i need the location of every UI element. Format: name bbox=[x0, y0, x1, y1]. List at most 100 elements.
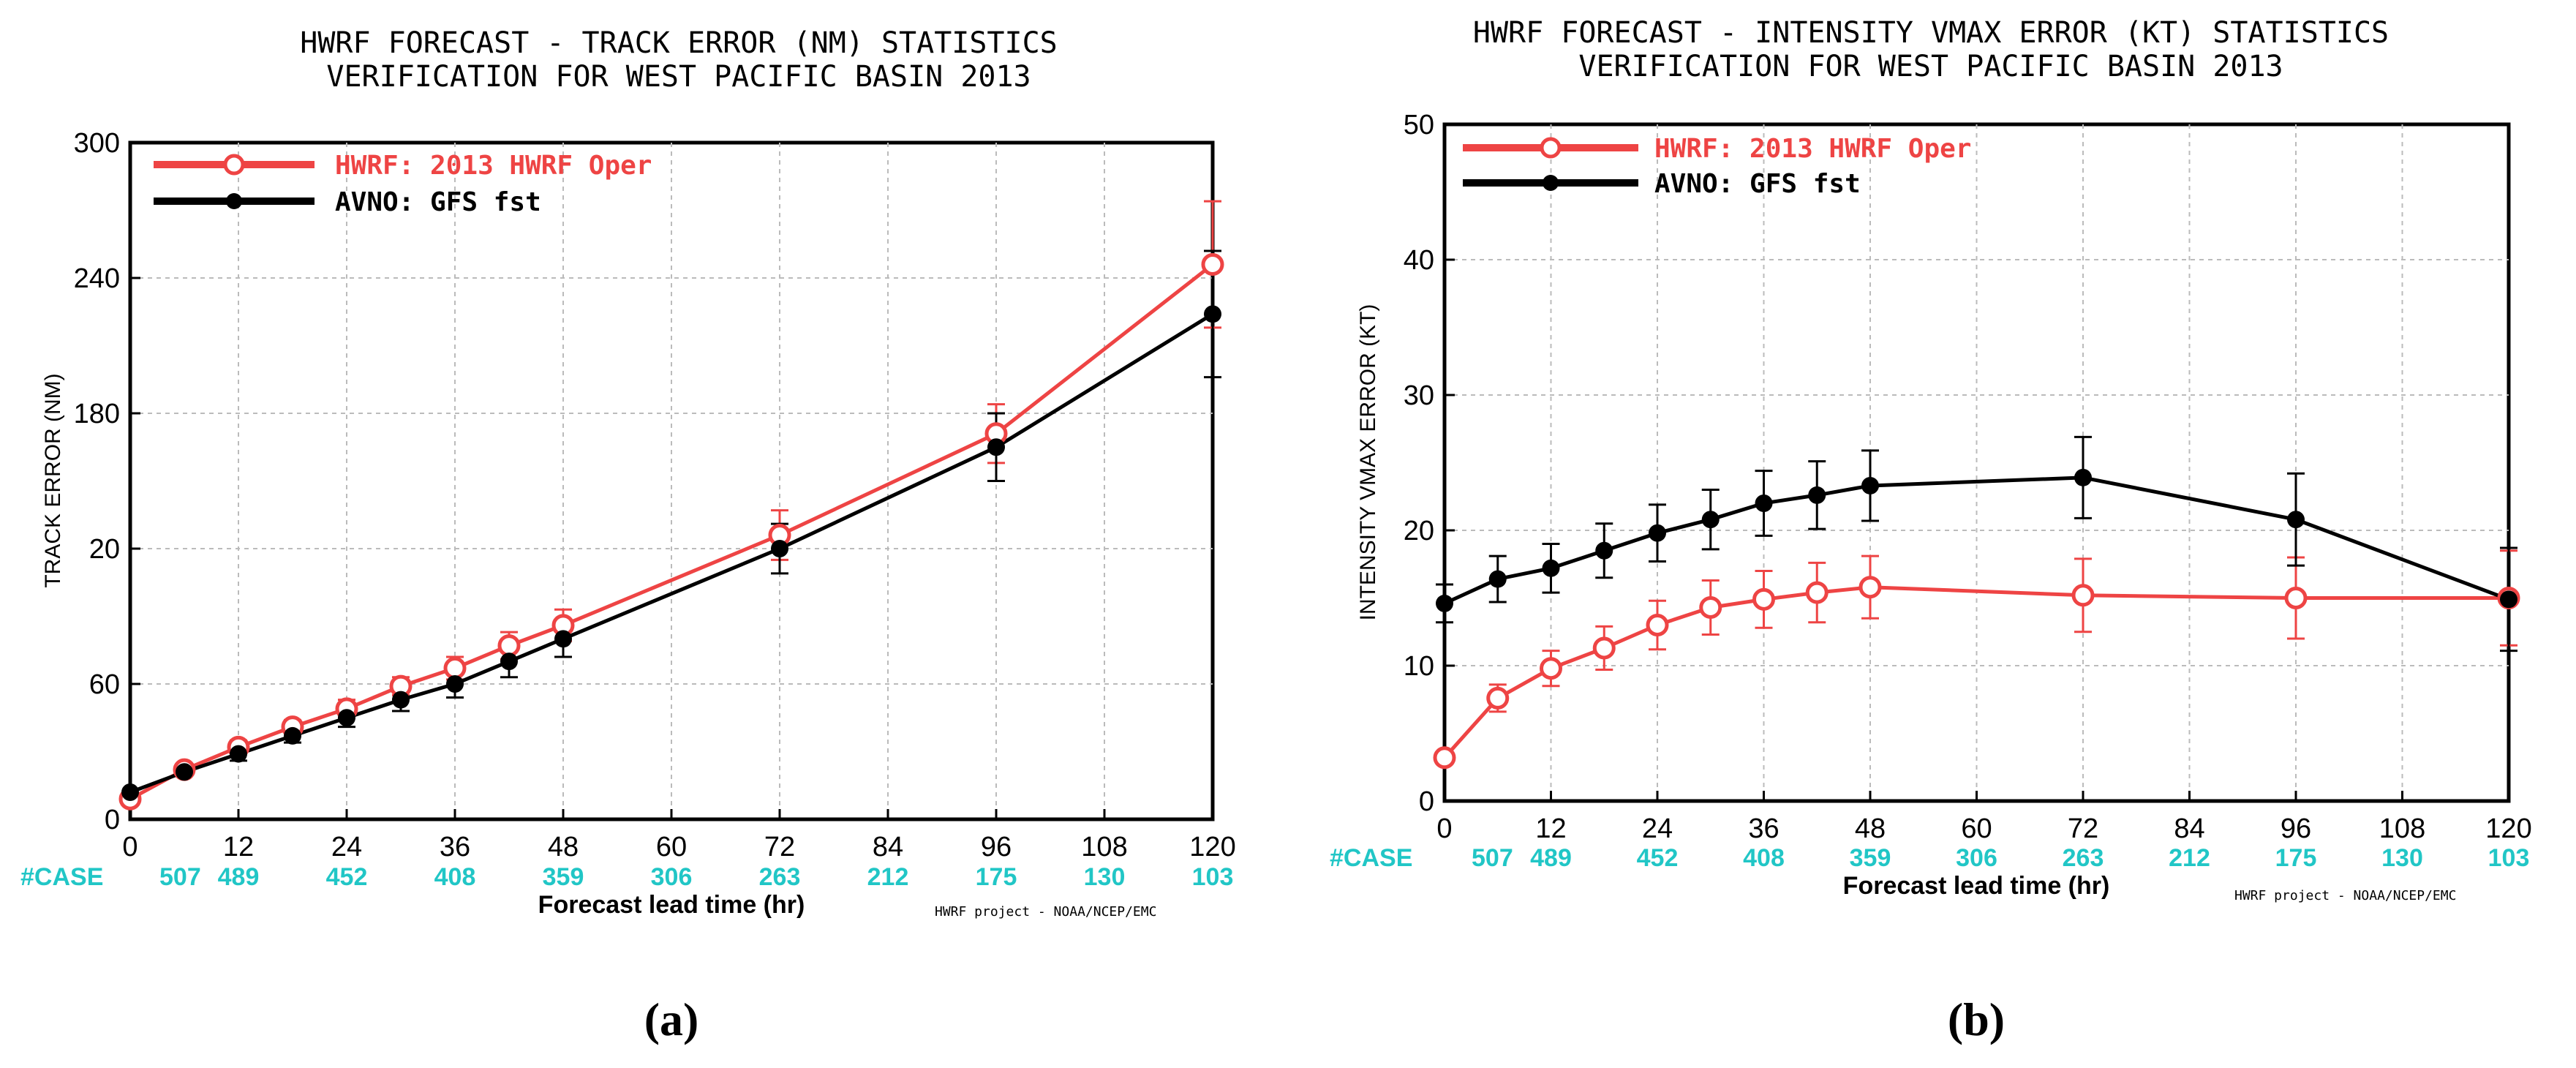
panel-b-plot-frame bbox=[1442, 122, 2511, 803]
panel-b-case-count-12: 489 bbox=[1530, 844, 1572, 872]
panel-a-case-count-12: 489 bbox=[218, 863, 260, 891]
panel-a-series-hwrf-point-36 bbox=[443, 656, 467, 680]
panel-b-series-avno-point-72 bbox=[2074, 468, 2092, 486]
panel-b-series-hwrf-point-0 bbox=[1433, 746, 1456, 770]
panel-a-credit: HWRF project - NOAA/NCEP/EMC bbox=[935, 904, 1156, 920]
panel-b-series-avno-point-30 bbox=[1701, 511, 1720, 529]
panel-b-series-hwrf-point-48 bbox=[1858, 576, 1882, 599]
panel-b-markers bbox=[1433, 468, 2520, 770]
panel-a-x-tick-120: 120 bbox=[1189, 832, 1235, 862]
panel-a-x-axis-label: Forecast lead time (hr) bbox=[538, 891, 805, 919]
panel-a-series-avno-point-36 bbox=[446, 675, 464, 693]
panel-b-y-axis-label: INTENSITY VMAX ERROR (KT) bbox=[1356, 304, 1380, 621]
panel-a-series-hwrf-point-120 bbox=[1201, 253, 1224, 276]
panel-b-x-axis-label: Forecast lead time (hr) bbox=[1843, 872, 2110, 900]
panel-b-case-count-120: 103 bbox=[2488, 844, 2530, 872]
panel-b-x-tick-96: 96 bbox=[2281, 813, 2311, 844]
panel-a-case-count-60: 306 bbox=[651, 863, 693, 891]
panel-b-series-hwrf-point-18 bbox=[1592, 636, 1616, 660]
panel-a-series-avno-point-96 bbox=[987, 438, 1005, 456]
panel-a-case-count-24: 452 bbox=[326, 863, 368, 891]
panel-a-series-avno-point-120 bbox=[1204, 305, 1221, 323]
panel-b-x-tick-24: 24 bbox=[1642, 813, 1673, 844]
panel-a-title-line-1: HWRF FORECAST - TRACK ERROR (NM) STATIST… bbox=[300, 26, 1058, 60]
panel-a-case-count-108: 130 bbox=[1084, 863, 1126, 891]
panel-b-y-tick-20: 20 bbox=[1404, 516, 1434, 546]
panel-a-case-count-120: 103 bbox=[1192, 863, 1234, 891]
panel-a-label: (a) bbox=[644, 993, 699, 1045]
panel-a-series-avno-point-48 bbox=[554, 630, 572, 648]
panel-b-series-hwrf-point-42 bbox=[1805, 581, 1829, 604]
panel-b-series-avno-point-24 bbox=[1649, 524, 1666, 542]
panel-a-y-axis-label: TRACK ERROR (NM) bbox=[41, 373, 65, 587]
panel-a-x-tick-48: 48 bbox=[548, 832, 579, 862]
panel-a-x-tick-36: 36 bbox=[440, 832, 470, 862]
panel-b-case-count-0: 507 bbox=[1472, 844, 1513, 872]
panel-b-intensity-error-chart: HWRF FORECAST - INTENSITY VMAX ERROR (KT… bbox=[1330, 16, 2532, 1045]
panel-b-x-tick-12: 12 bbox=[1535, 813, 1566, 844]
panel-a-case-count-96: 175 bbox=[976, 863, 1017, 891]
panel-b-series-avno-point-36 bbox=[1755, 494, 1773, 512]
panel-b-y-tick-0: 0 bbox=[1419, 786, 1434, 817]
panel-b-series-hwrf-point-24 bbox=[1646, 614, 1669, 636]
panel-a-y-tick-0: 0 bbox=[105, 805, 120, 835]
panel-b-series-avno-point-48 bbox=[1861, 476, 1879, 494]
panel-b-series-hwrf-point-30 bbox=[1699, 595, 1722, 619]
panel-a-legend-hwrf-marker bbox=[223, 154, 245, 176]
panel-a-x-tick-0: 0 bbox=[122, 832, 138, 862]
panel-a-legend-avno-label: AVNO: GFS fst bbox=[335, 187, 541, 217]
panel-a-case-count-72: 263 bbox=[759, 863, 801, 891]
panel-a-series-avno-line bbox=[129, 312, 1214, 794]
panel-b-x-tick-36: 36 bbox=[1748, 813, 1779, 844]
panel-b-x-tick-labels: 0 12 24 36 48 60 72 84 96 108 120 bbox=[1436, 813, 2531, 844]
panel-b-case-count-96: 175 bbox=[2275, 844, 2317, 872]
panel-b-series-hwrf-point-72 bbox=[2071, 584, 2095, 607]
panel-b-x-tick-72: 72 bbox=[2068, 813, 2098, 844]
panel-a-series-avno-point-12 bbox=[230, 745, 247, 763]
panel-b-series-avno-point-42 bbox=[1808, 486, 1826, 504]
panel-b-case-counts: #CASE 507 489 452 408 359 306 263 212 175 130 103 bbox=[1330, 844, 2529, 872]
panel-b-series-hwrf-point-36 bbox=[1752, 587, 1775, 611]
panel-a-y-tick-120: 20 bbox=[89, 534, 120, 565]
panel-b-case-count-60: 306 bbox=[1956, 844, 1997, 872]
panel-b-legend: HWRF: 2013 HWRF Oper AVNO: GFS fst bbox=[1463, 134, 1971, 199]
panel-a-x-tick-60: 60 bbox=[656, 832, 687, 862]
panel-a-case-count-0: 507 bbox=[159, 863, 201, 891]
panel-b-series-hwrf-point-12 bbox=[1540, 657, 1562, 680]
panel-a-case-count-84: 212 bbox=[867, 863, 909, 891]
panel-a-series-avno-point-30 bbox=[392, 691, 410, 709]
panel-a-series-hwrf-point-42 bbox=[497, 634, 521, 658]
panel-a-case-count-36: 408 bbox=[434, 863, 476, 891]
panel-a-markers bbox=[118, 253, 1224, 811]
panel-a-series-avno-point-72 bbox=[771, 540, 788, 557]
panel-b-series-avno-point-18 bbox=[1595, 541, 1613, 560]
panel-b-series-hwrf-point-6 bbox=[1486, 686, 1510, 710]
panel-a-series-avno-point-6 bbox=[176, 763, 193, 781]
panel-b-case-count-36: 408 bbox=[1743, 844, 1785, 872]
panel-a-case-label: #CASE bbox=[20, 863, 103, 891]
panel-a-legend-hwrf-label: HWRF: 2013 HWRF Oper bbox=[335, 151, 652, 181]
panel-a-case-counts: #CASE 507 489 452 408 359 306 263 212 175 130 103 bbox=[20, 863, 1233, 891]
panel-a-x-tick-24: 24 bbox=[331, 832, 362, 862]
panel-a-y-tick-labels: 0 60 20 180 240 300 bbox=[74, 128, 120, 835]
panel-b-legend-avno-label: AVNO: GFS fst bbox=[1654, 169, 1861, 199]
panel-b-title-line-1: HWRF FORECAST - INTENSITY VMAX ERROR (KT… bbox=[1473, 16, 2389, 50]
panel-a-grid bbox=[129, 141, 1214, 821]
panel-a-legend: HWRF: 2013 HWRF Oper AVNO: GFS fst bbox=[154, 151, 652, 217]
panel-a-y-tick-300: 300 bbox=[74, 128, 120, 159]
panel-b-case-count-72: 263 bbox=[2063, 844, 2104, 872]
panel-b-case-count-48: 359 bbox=[1850, 844, 1891, 872]
panel-b-x-tick-120: 120 bbox=[2485, 813, 2531, 844]
panel-a-x-tick-108: 108 bbox=[1081, 832, 1127, 862]
panel-a-x-tick-84: 84 bbox=[873, 832, 903, 862]
panel-b-x-tick-60: 60 bbox=[1961, 813, 1992, 844]
panel-b-label: (b) bbox=[1948, 993, 2005, 1045]
panel-b-series-avno-point-12 bbox=[1542, 559, 1560, 577]
panel-a-series-avno-point-0 bbox=[121, 783, 139, 801]
panel-b-case-count-84: 212 bbox=[2169, 844, 2210, 872]
panel-a-series-avno-point-42 bbox=[500, 653, 518, 671]
panel-b-y-tick-40: 40 bbox=[1404, 245, 1434, 276]
panel-b-title-line-2: VERIFICATION FOR WEST PACIFIC BASIN 2013 bbox=[1578, 50, 2283, 83]
panel-b-x-tick-108: 108 bbox=[2379, 813, 2425, 844]
